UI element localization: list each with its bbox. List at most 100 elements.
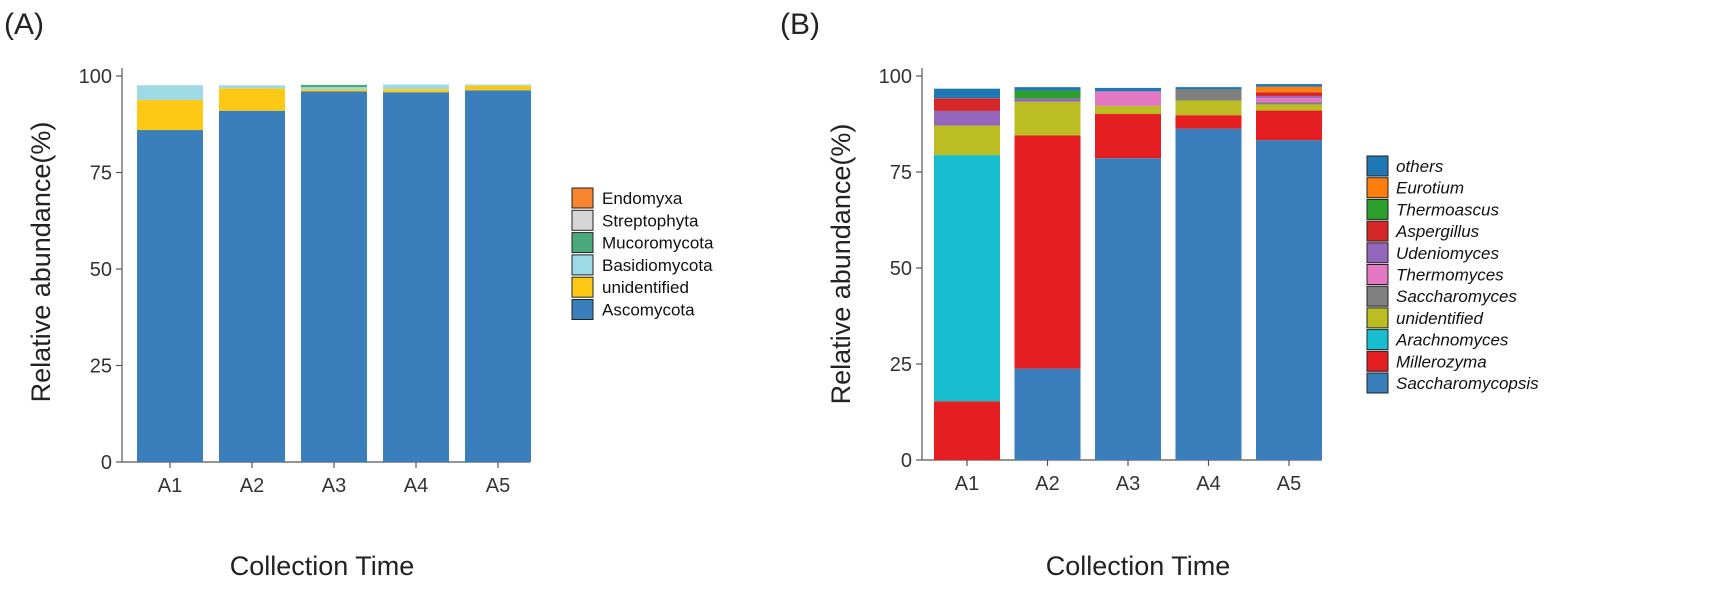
x-tick-label: A4 xyxy=(1196,473,1220,495)
bar-segment-a4-saccharomyces xyxy=(1175,89,1242,101)
bar-segment-a5-unidentified xyxy=(465,85,531,91)
legend-label-unidentified: unidentified xyxy=(602,278,689,297)
legend-label-thermoascus: Thermoascus xyxy=(1396,200,1499,219)
x-tick-label: A3 xyxy=(1116,473,1140,495)
legend-label-basidiomycota: Basidiomycota xyxy=(602,256,713,275)
legend-label-thermomyces: Thermomyces xyxy=(1396,266,1504,285)
y-tick-label: 75 xyxy=(90,163,112,185)
legend-label-saccharomyces: Saccharomyces xyxy=(1396,287,1517,306)
bar-segment-a1-ascomycota xyxy=(137,130,203,463)
y-tick-label: 50 xyxy=(890,258,912,280)
bar-segment-a4-unidentified xyxy=(1175,100,1242,116)
y-tick-label: 100 xyxy=(879,66,912,88)
bar-segment-a2-udeniomyces xyxy=(1014,98,1081,102)
panel-a-bars xyxy=(137,84,531,463)
x-tick-label: A5 xyxy=(486,475,510,497)
bar-segment-a1-unidentified xyxy=(137,99,203,131)
legend-label-arachnomyces: Arachnomyces xyxy=(1395,331,1509,350)
bar-segment-a5-saccharomyces xyxy=(1256,102,1322,105)
bar-segment-a1-udeniomyces xyxy=(934,110,1000,126)
legend-label-ascomycota: Ascomycota xyxy=(602,301,695,320)
legend-swatch-unidentified xyxy=(1366,307,1389,329)
x-tick-label: A4 xyxy=(404,475,428,497)
y-tick-label: 50 xyxy=(90,259,112,281)
bar-segment-a5-thermomyces xyxy=(1256,97,1322,103)
legend-label-streptophyta: Streptophyta xyxy=(602,211,699,230)
legend-label-millerozyma: Millerozyma xyxy=(1396,352,1487,371)
legend-swatch-basidiomycota xyxy=(571,254,594,276)
bar-segment-a1-basidiomycota xyxy=(137,85,203,100)
panel-b-x-ticks: A1 A2 A3 A4 A5 xyxy=(955,460,1301,495)
legend-swatch-millerozyma xyxy=(1366,350,1389,372)
legend-swatch-endomyxa xyxy=(571,187,594,209)
bar-segment-a2-unidentified xyxy=(219,88,285,111)
legend-swatch-others xyxy=(1366,155,1389,177)
y-tick-label: 25 xyxy=(90,356,112,378)
y-tick-label: 25 xyxy=(890,354,912,376)
bar-segment-a4-saccharomycopsis xyxy=(1175,128,1242,460)
panel-b-y-ticks: 0 25 50 75 100 xyxy=(879,66,922,472)
legend-swatch-saccharomyces xyxy=(1366,285,1389,307)
bar-segment-a4-unidentified xyxy=(383,89,449,93)
y-tick-label: 0 xyxy=(101,452,112,474)
bar-segment-a3-ascomycota xyxy=(301,91,367,462)
legend-label-saccharomycopsis: Saccharomycopsis xyxy=(1396,374,1539,393)
bar-segment-a5-ascomycota xyxy=(465,90,531,463)
legend-swatch-eurotium xyxy=(1366,177,1389,199)
panel-a-x-axis-title: Collection Time xyxy=(230,551,415,581)
bar-segment-a3-unidentified xyxy=(301,89,367,92)
legend-swatch-thermomyces xyxy=(1366,264,1389,285)
x-tick-label: A5 xyxy=(1277,473,1301,495)
bar-segment-a3-others xyxy=(1095,87,1161,92)
x-tick-label: A1 xyxy=(158,475,182,497)
bar-segment-a2-ascomycota xyxy=(219,110,285,463)
y-tick-label: 0 xyxy=(901,450,912,472)
bar-segment-a4-ascomycota xyxy=(383,92,449,462)
legend-label-mucoromycota: Mucoromycota xyxy=(602,234,714,253)
panel-a-legend: Endomyxa Streptophyta Mucoromycota Basidiom… xyxy=(571,187,714,320)
panel-b-legend: others Eurotium Thermoascus Aspergillus Uden… xyxy=(1366,155,1539,394)
panel-a-y-axis-title: Relative abundance(%) xyxy=(26,122,56,403)
bar-segment-a5-aspergillus xyxy=(1256,92,1322,96)
bar-segment-a1-others xyxy=(934,88,1000,99)
bar-segment-a5-udeniomyces xyxy=(1256,95,1322,98)
x-tick-label: A1 xyxy=(955,473,979,495)
bar-segment-a4-millerozyma xyxy=(1175,115,1242,129)
legend-label-endomyxa: Endomyxa xyxy=(602,189,683,208)
x-tick-label: A3 xyxy=(322,475,346,497)
bar-segment-a1-arachnomyces xyxy=(934,155,1000,402)
panel-a-label: (A) xyxy=(4,8,44,41)
bar-segment-a3-millerozyma xyxy=(1095,114,1161,159)
legend-swatch-udeniomyces xyxy=(1366,242,1389,264)
panel-a-y-ticks: 0 25 50 75 100 xyxy=(79,66,122,474)
bar-segment-a4-basidiomycota xyxy=(383,84,449,90)
bar-segment-a1-aspergillus xyxy=(934,98,1000,111)
y-tick-label: 75 xyxy=(890,162,912,184)
bar-segment-a2-basidiomycota xyxy=(219,85,285,89)
bar-segment-a5-basidiomycota xyxy=(465,84,531,86)
legend-swatch-aspergillus xyxy=(1366,220,1389,242)
bar-segment-a4-others xyxy=(1175,87,1242,90)
bar-segment-a2-unidentified xyxy=(1014,101,1081,136)
legend-label-udeniomyces: Udeniomyces xyxy=(1396,244,1499,263)
panel-b-bars xyxy=(934,84,1322,461)
bar-segment-a5-millerozyma xyxy=(1256,110,1322,141)
legend-swatch-arachnomyces xyxy=(1366,329,1389,351)
bar-segment-a1-unidentified xyxy=(934,125,1000,156)
legend-label-aspergillus: Aspergillus xyxy=(1395,222,1480,241)
bar-segment-a3-mucoromycota xyxy=(301,84,367,88)
panel-b-y-axis-title: Relative abundance(%) xyxy=(826,124,856,405)
legend-label-eurotium: Eurotium xyxy=(1396,179,1464,198)
bar-segment-a2-saccharomycopsis xyxy=(1014,368,1081,460)
bar-segment-a2-thermoascus xyxy=(1014,90,1081,99)
bar-segment-a2-millerozyma xyxy=(1014,135,1081,369)
panel-b: (B) Relative abundance(%) Collection Tim… xyxy=(780,8,1539,581)
y-tick-label: 100 xyxy=(79,66,112,88)
bar-segment-a3-basidiomycota xyxy=(301,87,367,90)
legend-swatch-ascomycota xyxy=(571,299,594,320)
panel-a: (A) Relative abundance(%) Collection Tim… xyxy=(4,8,714,581)
legend-swatch-thermoascus xyxy=(1366,198,1389,220)
bar-segment-a5-saccharomycopsis xyxy=(1256,140,1322,461)
legend-label-unidentified: unidentified xyxy=(1396,309,1484,328)
